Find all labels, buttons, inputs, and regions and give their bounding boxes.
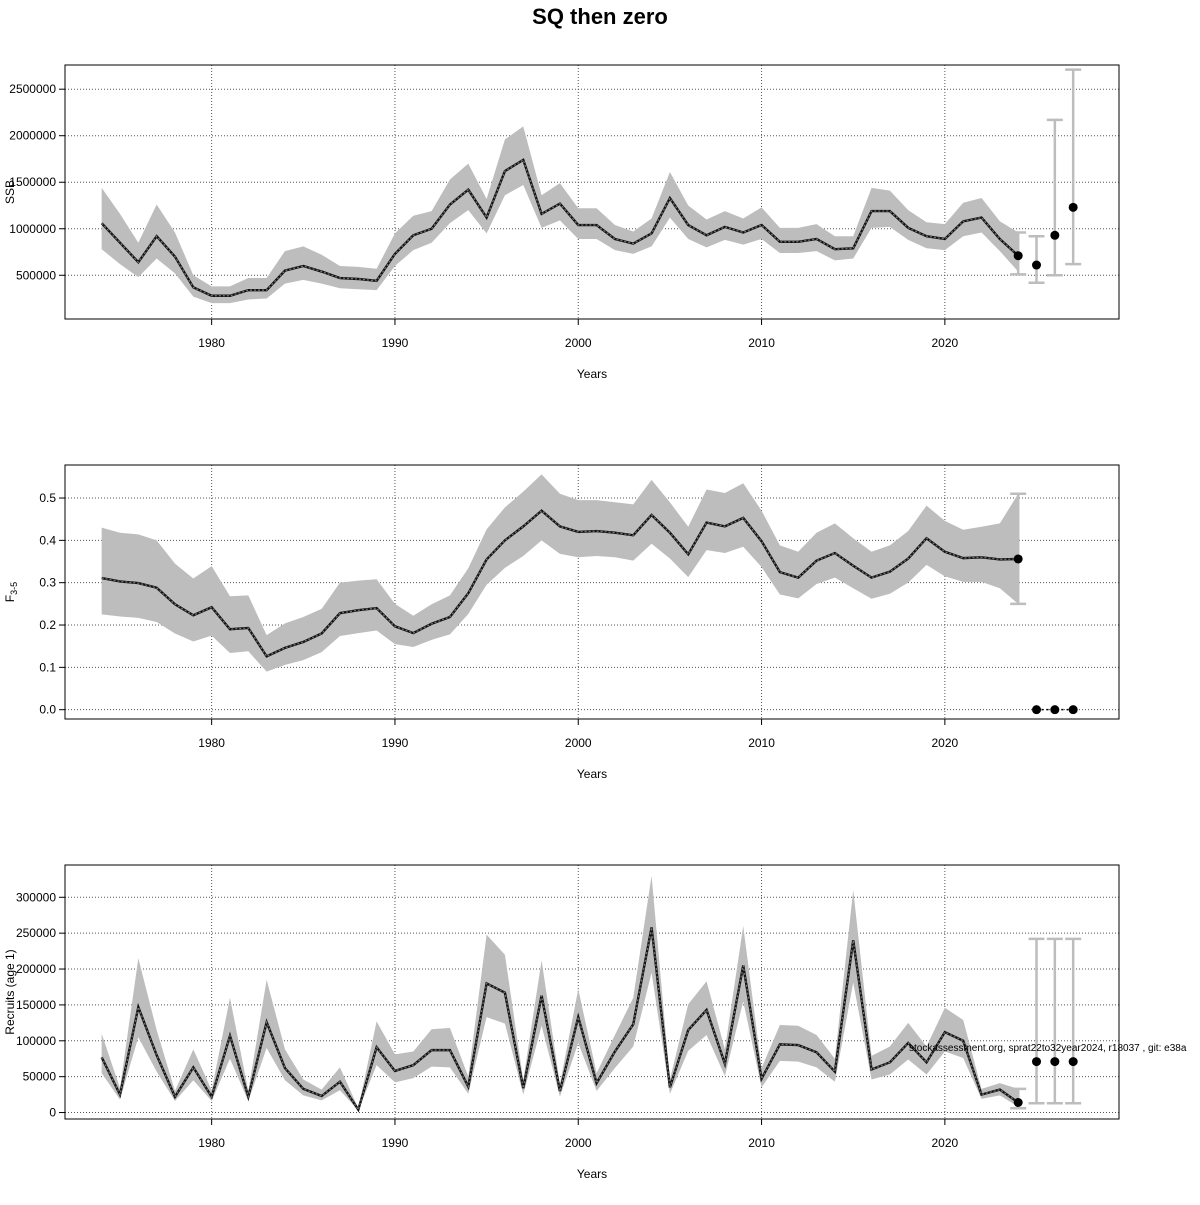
- x-tick-label: 1980: [198, 336, 225, 350]
- x-tick-label: 1980: [198, 1136, 225, 1150]
- y-axis-label-subscript: 3-5: [9, 582, 19, 595]
- x-tick-label: 2010: [748, 736, 775, 750]
- forecast-point: [1068, 202, 1078, 212]
- confidence-band: [101, 474, 1019, 672]
- x-tick-label: 2010: [748, 336, 775, 350]
- forecast-point: [1032, 1057, 1042, 1067]
- panel-1: 1980 1990 2000 2010 2020 500000 1000000 1500000…: [3, 64, 1120, 381]
- y-axis-label: Recruits (age 1): [3, 949, 17, 1034]
- y-tick-label: 200000: [16, 962, 56, 976]
- x-axis-label: Years: [577, 1167, 607, 1181]
- forecast-point: [1013, 251, 1023, 261]
- plot-frame: [64, 64, 1120, 320]
- x-tick-label: 2020: [932, 736, 959, 750]
- y-tick-label: 300000: [16, 890, 56, 904]
- y-tick-label: 0.2: [39, 618, 56, 632]
- y-tick-label: 150000: [16, 998, 56, 1012]
- y-tick-label: 0.1: [39, 660, 56, 674]
- forecast-point: [1032, 260, 1042, 270]
- estimate-line-dots: [101, 158, 1019, 297]
- y-tick-label: 100000: [16, 1034, 56, 1048]
- plot-frame: [64, 464, 1120, 720]
- forecast-point: [1050, 1057, 1060, 1067]
- forecast-point: [1013, 1097, 1023, 1107]
- x-axis-label: Years: [577, 767, 607, 781]
- y-tick-label: 0: [49, 1106, 56, 1120]
- forecast-point: [1068, 1057, 1078, 1067]
- x-tick-label: 2020: [932, 1136, 959, 1150]
- y-tick-label: 1000000: [9, 222, 56, 236]
- x-axis-label: Years: [577, 367, 607, 381]
- forecast-point: [1050, 230, 1060, 240]
- forecast-point: [1013, 554, 1023, 564]
- x-tick-label: 2010: [748, 1136, 775, 1150]
- forecast-point: [1032, 705, 1042, 715]
- x-tick-label: 2000: [565, 336, 592, 350]
- y-axis-label: F3-5: [3, 582, 19, 602]
- estimate-line-dots: [101, 927, 1019, 1112]
- y-tick-label: 0.0: [39, 703, 56, 717]
- y-tick-label: 500000: [16, 268, 56, 282]
- x-tick-label: 1990: [382, 1136, 409, 1150]
- panel-3: 1980 1990 2000 2010 2020 0 50000 100000 150000 20…: [3, 864, 1120, 1181]
- y-tick-label: 1500000: [9, 175, 56, 189]
- x-tick-label: 1980: [198, 736, 225, 750]
- y-tick-label: 250000: [16, 926, 56, 940]
- panel-2: 1980 1990 2000 2010 2020 0.0 0.1 0.2 0.3 0.4 0.5 Ye…: [3, 464, 1120, 781]
- x-tick-label: 2000: [565, 736, 592, 750]
- estimate-line-dots: [101, 509, 1019, 658]
- x-tick-label: 2020: [932, 336, 959, 350]
- y-tick-label: 2000000: [9, 129, 56, 143]
- estimate-line: [100, 927, 1019, 1113]
- confidence-band: [101, 875, 1019, 1111]
- y-tick-label: 50000: [23, 1070, 57, 1084]
- y-tick-label: 2500000: [9, 82, 56, 96]
- y-tick-label: 0.4: [39, 533, 56, 547]
- plot-frame: [64, 864, 1120, 1120]
- x-tick-label: 1990: [382, 736, 409, 750]
- x-tick-label: 2000: [565, 1136, 592, 1150]
- y-tick-label: 0.5: [39, 491, 56, 505]
- y-axis-label: SSB: [3, 180, 17, 204]
- forecast-point: [1050, 705, 1060, 715]
- x-tick-label: 1990: [382, 336, 409, 350]
- y-tick-label: 0.3: [39, 576, 56, 590]
- forecast-point: [1068, 705, 1078, 715]
- confidence-band: [101, 126, 1019, 304]
- footnote: stockassessment.org, sprat22to32year2024…: [909, 1043, 1187, 1054]
- chart-title: SQ then zero: [532, 4, 668, 29]
